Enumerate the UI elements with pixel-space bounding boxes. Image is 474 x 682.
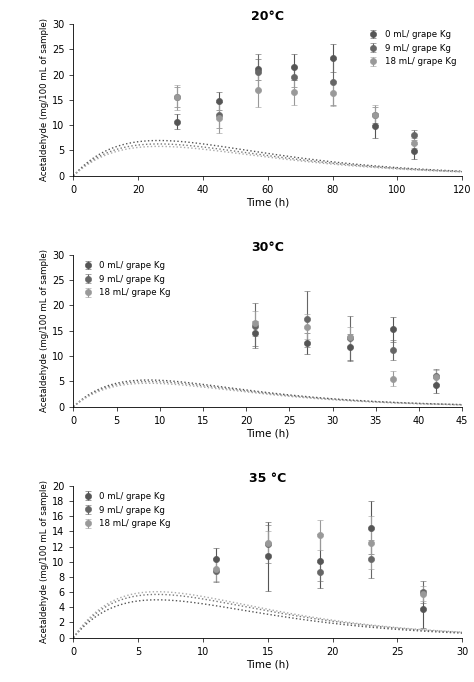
Y-axis label: Acetaldehyde (mg/100 mL of sample): Acetaldehyde (mg/100 mL of sample): [40, 249, 49, 413]
X-axis label: Time (h): Time (h): [246, 659, 290, 670]
Title: 30°C: 30°C: [251, 241, 284, 254]
Title: 20°C: 20°C: [251, 10, 284, 23]
Title: 35 °C: 35 °C: [249, 471, 286, 485]
Y-axis label: Acetaldehyde (mg/100 mL of sample): Acetaldehyde (mg/100 mL of sample): [40, 480, 49, 643]
X-axis label: Time (h): Time (h): [246, 428, 290, 439]
X-axis label: Time (h): Time (h): [246, 198, 290, 207]
Legend: 0 mL/ grape Kg, 9 mL/ grape Kg, 18 mL/ grape Kg: 0 mL/ grape Kg, 9 mL/ grape Kg, 18 mL/ g…: [78, 490, 173, 530]
Legend: 0 mL/ grape Kg, 9 mL/ grape Kg, 18 mL/ grape Kg: 0 mL/ grape Kg, 9 mL/ grape Kg, 18 mL/ g…: [363, 28, 458, 68]
Legend: 0 mL/ grape Kg, 9 mL/ grape Kg, 18 mL/ grape Kg: 0 mL/ grape Kg, 9 mL/ grape Kg, 18 mL/ g…: [78, 259, 173, 299]
Y-axis label: Acetaldehyde (mg/100 mL of sample): Acetaldehyde (mg/100 mL of sample): [40, 18, 49, 181]
